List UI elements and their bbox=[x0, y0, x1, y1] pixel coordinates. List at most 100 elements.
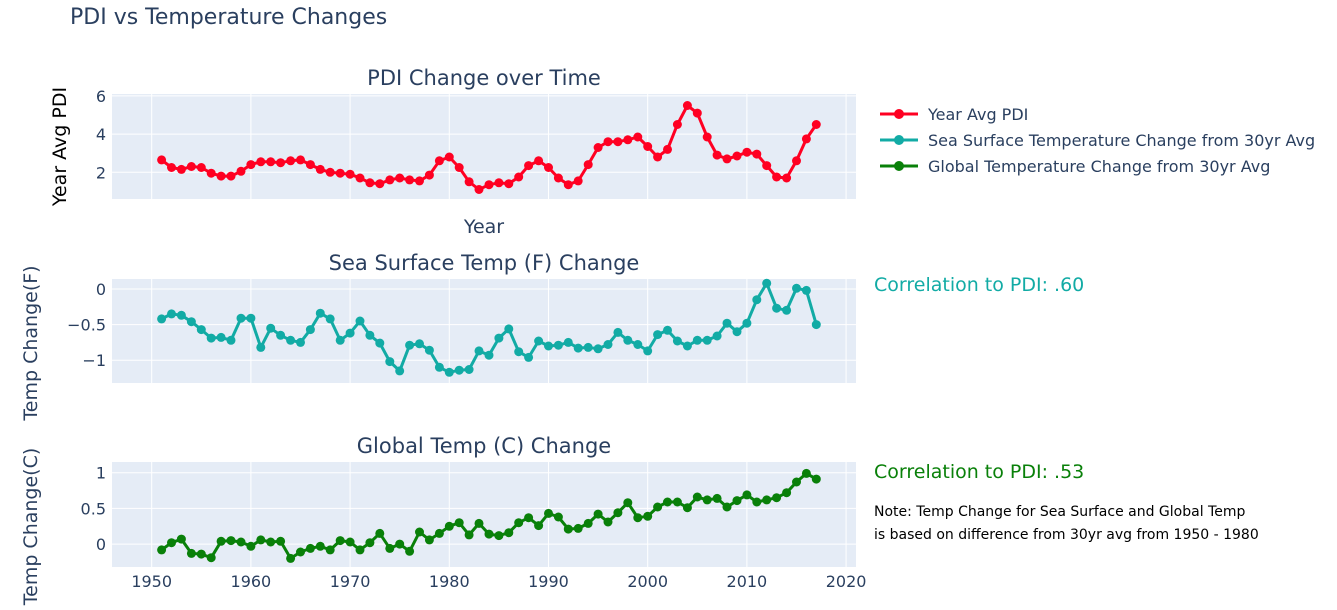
global-data-point bbox=[196, 549, 206, 559]
global-correlation-annotation: Correlation to PDI: .53 bbox=[874, 461, 1084, 483]
sst-data-point bbox=[672, 336, 682, 346]
sst-data-point bbox=[811, 320, 821, 330]
global-data-point bbox=[434, 528, 444, 538]
legend[interactable]: Year Avg PDI Sea Surface Temperature Cha… bbox=[880, 105, 1315, 176]
sst-data-point bbox=[405, 340, 415, 350]
global-data-point bbox=[256, 535, 266, 545]
global-data-point bbox=[335, 536, 345, 546]
global-data-point bbox=[345, 537, 355, 547]
global-data-point bbox=[633, 513, 643, 523]
pdi-data-point bbox=[286, 156, 296, 166]
global-data-point bbox=[424, 535, 434, 545]
global-data-point bbox=[742, 490, 752, 500]
global-data-point bbox=[504, 528, 514, 538]
sst-data-point bbox=[444, 367, 454, 377]
legend-marker-pdi bbox=[894, 109, 904, 119]
sst-data-point bbox=[196, 325, 206, 335]
global-data-point bbox=[663, 497, 672, 507]
global-data-point bbox=[643, 511, 653, 521]
sst-y-tick-label: −1 bbox=[82, 351, 106, 370]
global-data-point bbox=[176, 534, 186, 544]
pdi-x-axis-title: Year bbox=[463, 216, 504, 238]
sst-data-point bbox=[454, 365, 464, 375]
sst-gridlines bbox=[112, 279, 856, 383]
global-data-point bbox=[186, 548, 196, 558]
pdi-data-point bbox=[692, 108, 702, 118]
global-data-point bbox=[722, 502, 732, 512]
global-data-point bbox=[444, 521, 454, 531]
pdi-data-point bbox=[325, 167, 335, 177]
pdi-data-point bbox=[424, 170, 434, 180]
pdi-y-tick-label: 2 bbox=[96, 163, 106, 182]
pdi-data-point bbox=[315, 164, 325, 174]
pdi-data-point bbox=[365, 178, 375, 188]
sst-data-point bbox=[573, 343, 583, 353]
sst-data-point bbox=[772, 303, 782, 313]
pdi-data-point bbox=[494, 178, 504, 188]
global-data-point bbox=[484, 529, 494, 539]
global-data-point bbox=[246, 541, 256, 551]
pdi-data-point bbox=[544, 163, 553, 172]
pdi-data-point bbox=[811, 120, 821, 129]
sst-data-point bbox=[534, 336, 544, 346]
global-data-point bbox=[811, 474, 821, 484]
sst-data-point bbox=[633, 340, 643, 349]
pdi-data-point bbox=[653, 152, 663, 162]
sst-data-point bbox=[246, 313, 256, 323]
pdi-data-point bbox=[246, 160, 256, 170]
sst-data-point bbox=[544, 341, 553, 351]
global-x-tick-label: 2020 bbox=[826, 572, 867, 591]
global-data-point bbox=[206, 553, 216, 563]
pdi-y-axis-title: Year Avg PDI bbox=[49, 87, 71, 207]
sst-data-point bbox=[692, 335, 702, 345]
sst-data-point bbox=[653, 330, 663, 340]
pdi-data-point bbox=[256, 157, 266, 167]
pdi-data-point bbox=[196, 163, 206, 172]
pdi-data-point bbox=[732, 151, 742, 161]
sst-data-point bbox=[256, 342, 266, 352]
sst-data-point bbox=[424, 345, 434, 355]
legend-item-sst[interactable]: Sea Surface Temperature Change from 30yr… bbox=[880, 131, 1315, 150]
global-data-point bbox=[395, 539, 405, 549]
global-subplot-title: Global Temp (C) Change bbox=[357, 434, 611, 458]
pdi-panel: 2 4 6 PDI Change over Time Year Year Avg P… bbox=[49, 66, 856, 238]
legend-label-global: Global Temperature Change from 30yr Avg bbox=[928, 157, 1270, 176]
pdi-data-point bbox=[236, 166, 246, 176]
sst-data-point bbox=[315, 308, 325, 318]
global-data-point bbox=[553, 512, 563, 522]
global-data-point bbox=[762, 495, 772, 505]
sst-data-point bbox=[167, 309, 176, 319]
figure-title: PDI vs Temperature Changes bbox=[70, 5, 387, 30]
sst-data-point bbox=[722, 318, 732, 328]
global-data-point bbox=[593, 509, 603, 519]
global-data-point bbox=[296, 547, 305, 557]
pdi-data-point bbox=[801, 134, 811, 144]
legend-marker-sst bbox=[894, 135, 904, 145]
sst-data-point bbox=[494, 333, 504, 343]
sst-data-point bbox=[236, 313, 246, 323]
pdi-data-point bbox=[385, 175, 395, 185]
pdi-y-tick-label: 4 bbox=[96, 125, 106, 144]
global-data-point bbox=[157, 545, 167, 555]
sst-data-point bbox=[563, 337, 573, 347]
pdi-data-point bbox=[712, 150, 722, 160]
sst-data-point bbox=[216, 332, 226, 342]
pdi-data-point bbox=[722, 154, 732, 164]
global-data-point bbox=[494, 531, 504, 541]
global-data-point bbox=[454, 518, 464, 528]
sst-data-point bbox=[176, 310, 186, 320]
pdi-data-point bbox=[176, 164, 186, 174]
pdi-data-point bbox=[454, 163, 464, 172]
sst-data-point bbox=[663, 325, 672, 335]
note-line-1: Note: Temp Change for Sea Surface and Gl… bbox=[874, 504, 1245, 520]
global-data-point bbox=[405, 546, 415, 556]
sst-data-point bbox=[355, 316, 365, 326]
global-data-point bbox=[385, 543, 395, 553]
legend-item-global[interactable]: Global Temperature Change from 30yr Avg bbox=[880, 157, 1270, 176]
sst-data-point bbox=[434, 362, 444, 372]
sst-data-point bbox=[742, 318, 752, 328]
global-x-tick-label: 2000 bbox=[627, 572, 668, 591]
pdi-data-point bbox=[593, 143, 603, 152]
legend-item-pdi[interactable]: Year Avg PDI bbox=[880, 105, 1028, 124]
sst-data-point bbox=[504, 324, 514, 334]
